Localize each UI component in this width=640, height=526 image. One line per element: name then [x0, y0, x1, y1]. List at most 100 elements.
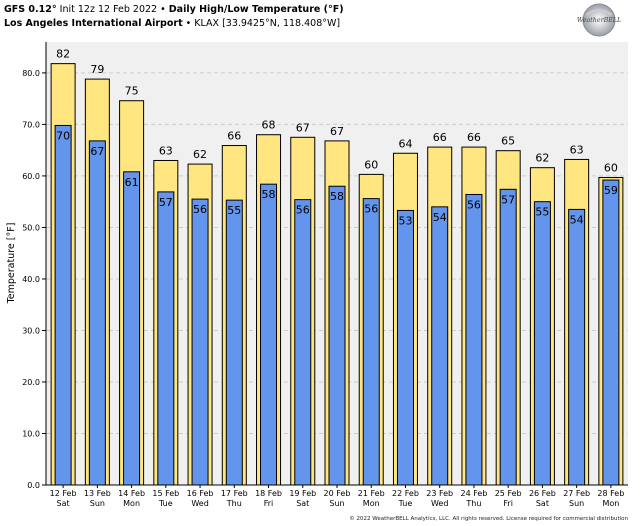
low-temp-bar [225, 199, 243, 486]
low-temp-bar [396, 209, 414, 486]
low-temp-label: 56 [364, 203, 378, 216]
init-time: Init 12z 12 Feb 2022 [59, 4, 158, 15]
high-temp-label: 60 [604, 161, 618, 174]
x-tick-date: 24 Feb [460, 489, 487, 498]
low-temp-label: 56 [296, 204, 310, 217]
low-temp-label: 57 [159, 196, 173, 209]
low-temp-label: 70 [56, 129, 70, 142]
x-tick-day: Wed [431, 499, 448, 508]
x-tick-date: 22 Feb [392, 489, 419, 498]
header-bullet-2: • [185, 18, 192, 29]
x-tick-date: 28 Feb [597, 489, 624, 498]
y-tick-label: 60.0 [22, 172, 40, 181]
x-tick-date: 25 Feb [495, 489, 522, 498]
y-tick-label: 10.0 [22, 429, 40, 438]
high-temp-label: 66 [467, 131, 481, 144]
low-temp-label: 55 [535, 206, 549, 219]
x-tick-day: Sat [296, 499, 309, 508]
high-temp-label: 60 [364, 158, 378, 171]
header-bullet: • [160, 4, 166, 15]
high-temp-label: 75 [125, 85, 139, 98]
low-temp-bar [362, 198, 380, 486]
x-tick-date: 15 Feb [152, 489, 179, 498]
low-temp-label: 61 [125, 176, 139, 189]
x-tick-date: 21 Feb [358, 489, 385, 498]
location-name: Los Angeles International Airport [4, 18, 183, 29]
chart-title: Daily High/Low Temperature (°F) [168, 4, 344, 15]
x-tick-day: Sun [90, 499, 105, 508]
high-temp-label: 62 [193, 148, 207, 161]
high-temp-label: 82 [56, 48, 70, 61]
x-tick-date: 13 Feb [84, 489, 111, 498]
x-tick-day: Mon [363, 499, 380, 508]
low-temp-bar [88, 140, 106, 486]
value-labels: 82 70 79 67 75 61 63 57 62 56 66 55 68 58 67 56 67 58 60 56… [56, 48, 618, 228]
y-tick-label: 70.0 [22, 120, 40, 129]
weatherbell-logo: WeatherBELL [577, 3, 621, 37]
low-temp-bar [54, 124, 72, 486]
high-temp-label: 79 [90, 63, 104, 76]
x-tick-date: 27 Feb [563, 489, 590, 498]
low-temp-bar [328, 185, 346, 486]
x-tick-day: Thu [226, 499, 242, 508]
y-tick-label: 40.0 [22, 275, 40, 284]
low-temp-label: 56 [467, 198, 481, 211]
x-tick-day: Wed [191, 499, 208, 508]
x-tick-date: 14 Feb [118, 489, 145, 498]
high-temp-label: 66 [227, 130, 241, 143]
high-temp-label: 65 [501, 135, 515, 148]
high-temp-label: 63 [570, 143, 584, 156]
low-temp-label: 54 [433, 211, 447, 224]
high-temp-label: 63 [159, 144, 173, 157]
x-tick-date: 23 Feb [426, 489, 453, 498]
chart-header-line-1: GFS 0.12° Init 12z 12 Feb 2022 • Daily H… [4, 4, 344, 15]
low-temp-bar [123, 171, 141, 486]
y-tick-label: 30.0 [22, 326, 40, 335]
high-temp-label: 64 [398, 137, 412, 150]
y-tick-label: 0.0 [27, 481, 40, 490]
x-tick-date: 12 Feb [50, 489, 77, 498]
x-tick-date: 20 Feb [324, 489, 351, 498]
low-temp-label: 59 [604, 184, 618, 197]
low-temp-label: 56 [193, 203, 207, 216]
high-temp-label: 62 [535, 152, 549, 165]
high-temp-label: 67 [330, 125, 344, 138]
low-temp-bar [465, 193, 483, 486]
x-tick-date: 16 Feb [187, 489, 214, 498]
x-tick-day: Fri [264, 499, 274, 508]
model-name: GFS 0.12° [4, 4, 57, 15]
low-temp-label: 67 [90, 145, 104, 158]
high-temp-label: 67 [296, 121, 310, 134]
low-temp-label: 55 [227, 204, 241, 217]
x-tick-day: Tue [158, 499, 173, 508]
logo-text: WeatherBELL [577, 17, 621, 24]
low-temp-bar [568, 208, 586, 486]
x-tick-date: 18 Feb [255, 489, 282, 498]
x-tick-date: 26 Feb [529, 489, 556, 498]
low-temp-bar [499, 188, 517, 486]
y-tick-label: 20.0 [22, 378, 40, 387]
y-tick-label: 80.0 [22, 69, 40, 78]
high-temp-label: 66 [433, 131, 447, 144]
x-tick-day: Fri [503, 499, 513, 508]
station-info: KLAX [33.9425°N, 118.408°W] [194, 18, 341, 29]
x-tick-day: Mon [123, 499, 140, 508]
low-temp-label: 58 [330, 190, 344, 203]
low-temp-label: 57 [501, 193, 515, 206]
x-tick-day: Mon [602, 499, 619, 508]
low-temp-label: 54 [570, 213, 584, 226]
x-tick-date: 17 Feb [221, 489, 248, 498]
chart-header-line-2: Los Angeles International Airport • KLAX… [4, 18, 340, 29]
x-tick-day: Thu [465, 499, 481, 508]
high-temp-label: 68 [262, 119, 276, 132]
low-temp-bar [533, 201, 551, 486]
low-temp-bar [157, 191, 175, 486]
x-tick-day: Sun [329, 499, 344, 508]
low-temp-bar [602, 179, 620, 486]
bars [50, 63, 624, 486]
y-tick-label: 50.0 [22, 223, 40, 232]
x-tick-day: Sat [536, 499, 549, 508]
x-tick-date: 19 Feb [289, 489, 316, 498]
